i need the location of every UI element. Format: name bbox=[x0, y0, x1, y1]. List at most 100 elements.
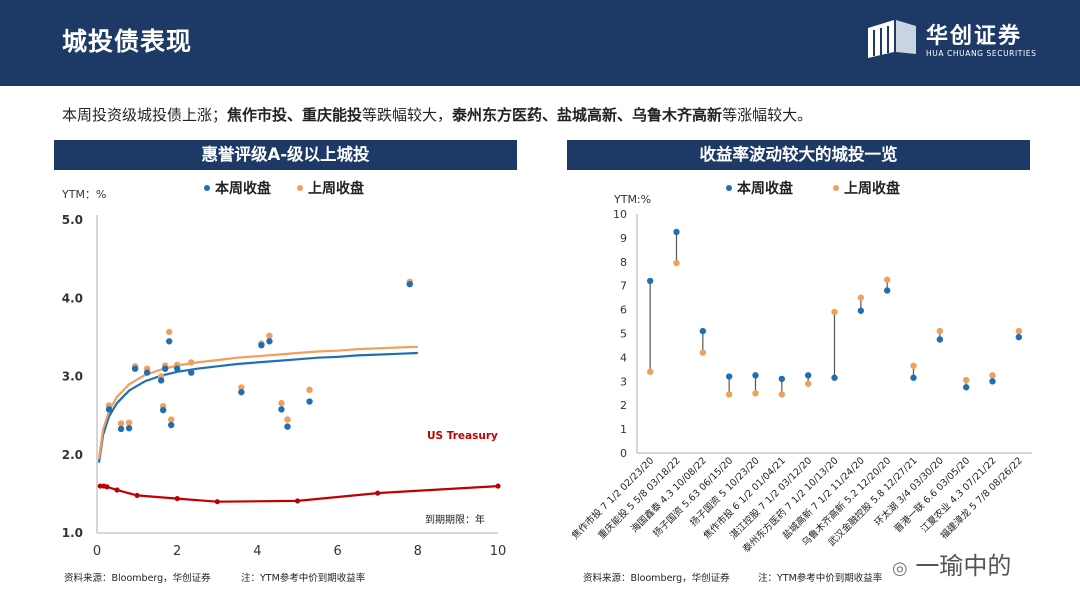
right-legend-this-week-marker bbox=[726, 185, 732, 191]
scatter-point bbox=[188, 359, 195, 366]
summary-text: 本周投资级城投债上涨；焦作市投、重庆能投等跌幅较大，泰州东方医药、盐城高新、乌鲁… bbox=[62, 106, 813, 124]
wechat-icon: ◎ bbox=[892, 558, 908, 579]
x-tick-label: 8 bbox=[414, 544, 422, 559]
scatter-point bbox=[131, 365, 139, 372]
y-tick-label: 5.0 bbox=[62, 213, 83, 227]
scatter-point bbox=[117, 420, 125, 427]
scatter-point bbox=[167, 421, 175, 429]
last-week-point bbox=[936, 327, 944, 335]
this-week-point bbox=[910, 374, 917, 381]
scatter-point bbox=[306, 386, 313, 394]
brand-name-en: HUA CHUANG SECURITIES bbox=[926, 49, 1037, 58]
this-week-point bbox=[646, 277, 654, 285]
scatter-point bbox=[125, 424, 133, 432]
treasury-annotation: US Treasury bbox=[427, 430, 498, 442]
scatter-point bbox=[258, 342, 265, 349]
scatter-point bbox=[174, 365, 181, 372]
treasury-point bbox=[495, 483, 501, 489]
last-week-point bbox=[910, 362, 917, 369]
legend-last-week-marker bbox=[297, 185, 303, 191]
last-week-point bbox=[883, 276, 891, 283]
right-legend-this-week: 本周收盘 bbox=[737, 180, 793, 197]
scatter-point bbox=[117, 425, 125, 433]
treasury-point bbox=[174, 495, 180, 502]
right-source: 资料来源：Bloomberg，华创证券 bbox=[583, 572, 730, 584]
scatter-point bbox=[165, 328, 173, 336]
scatter-point bbox=[238, 384, 245, 391]
this-week-point bbox=[752, 372, 759, 379]
treasury-point bbox=[114, 487, 120, 493]
last-week-point bbox=[752, 390, 759, 397]
this-week-point bbox=[725, 373, 733, 380]
legend-last-week: 上周收盘 bbox=[308, 180, 364, 197]
treasury-point bbox=[104, 484, 110, 490]
right-y-tick-label: 10 bbox=[613, 208, 627, 221]
x-tick-label: 10 bbox=[490, 544, 507, 559]
right-y-tick-label: 0 bbox=[620, 447, 627, 460]
right-y-tick-label: 8 bbox=[620, 256, 627, 269]
x-tick-label: 2 bbox=[173, 544, 181, 559]
y-tick-label: 1.0 bbox=[62, 526, 83, 540]
right-y-tick-label: 4 bbox=[620, 351, 627, 364]
last-week-point bbox=[857, 294, 865, 301]
right-y-tick-label: 9 bbox=[620, 232, 627, 245]
company-logo-icon bbox=[868, 20, 916, 58]
category-label: 泰州东方医药 7 1/2 10/13/20 bbox=[740, 455, 840, 555]
scatter-point bbox=[284, 423, 291, 430]
y-tick-label: 3.0 bbox=[62, 370, 83, 384]
left-panel-title: 惠誉评级A-级以上城投 bbox=[54, 140, 517, 170]
treasury-point bbox=[294, 498, 301, 504]
this-week-point bbox=[883, 287, 891, 294]
series-line bbox=[97, 345, 418, 459]
scatter-point bbox=[266, 332, 273, 340]
this-week-point bbox=[936, 336, 944, 343]
legend-this-week: 本周收盘 bbox=[215, 180, 271, 197]
this-week-point bbox=[857, 307, 865, 314]
right-y-tick-label: 2 bbox=[620, 399, 627, 412]
last-week-point bbox=[699, 349, 707, 356]
right-note: 注：YTM参考中价到期收益率 bbox=[758, 572, 883, 584]
last-week-point bbox=[646, 368, 654, 375]
last-week-point bbox=[831, 308, 838, 316]
scatter-point bbox=[161, 365, 169, 372]
treasury-point bbox=[134, 492, 140, 499]
scatter-point bbox=[188, 369, 195, 376]
scatter-point bbox=[278, 399, 285, 407]
scatter-point bbox=[105, 406, 113, 413]
scatter-point bbox=[406, 280, 413, 288]
y-axis-label: YTM：% bbox=[61, 188, 106, 201]
scatter-point bbox=[157, 377, 165, 384]
left-source: 资料来源：Bloomberg，华创证券 bbox=[64, 572, 211, 584]
treasury-point bbox=[375, 490, 381, 496]
this-week-point bbox=[804, 372, 812, 379]
last-week-point bbox=[778, 391, 786, 398]
right-y-tick-label: 5 bbox=[620, 328, 627, 341]
this-week-point bbox=[778, 375, 786, 383]
right-legend-last-week: 上周收盘 bbox=[844, 180, 900, 197]
scatter-point bbox=[306, 398, 313, 405]
right-y-axis-label: YTM:% bbox=[613, 193, 651, 206]
right-y-tick-label: 7 bbox=[620, 280, 627, 293]
treasury-point bbox=[97, 483, 103, 489]
treasury-point bbox=[214, 499, 220, 505]
y-tick-label: 4.0 bbox=[62, 291, 83, 305]
right-panel-title: 收益率波动较大的城投一览 bbox=[567, 140, 1030, 170]
this-week-point bbox=[831, 374, 838, 381]
brand-name: 华创证券 bbox=[926, 24, 1023, 49]
this-week-point bbox=[673, 228, 680, 236]
x-tick-label: 0 bbox=[93, 544, 101, 559]
scatter-point bbox=[125, 419, 133, 426]
right-legend-last-week-marker bbox=[833, 185, 839, 191]
this-week-point bbox=[699, 327, 707, 335]
this-week-point bbox=[962, 384, 970, 391]
last-week-point bbox=[673, 259, 680, 267]
y-tick-label: 2.0 bbox=[62, 448, 83, 462]
scatter-point bbox=[167, 416, 175, 423]
this-week-point bbox=[1015, 333, 1023, 341]
scatter-point bbox=[143, 369, 151, 376]
right-y-tick-label: 3 bbox=[620, 375, 627, 388]
legend-this-week-marker bbox=[204, 185, 210, 191]
right-y-tick-label: 1 bbox=[620, 423, 627, 436]
